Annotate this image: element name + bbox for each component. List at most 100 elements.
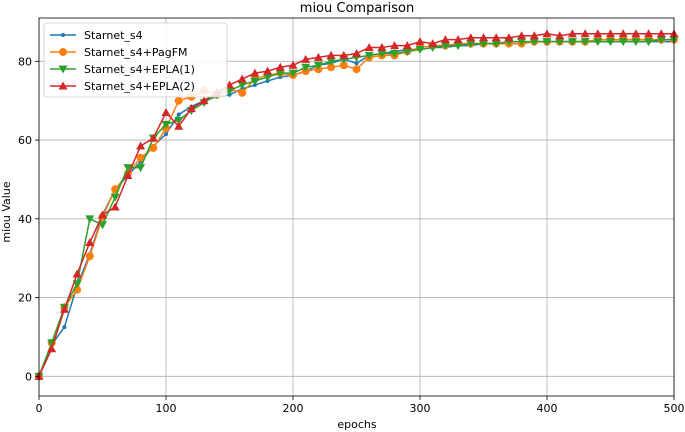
chart-title: miou Comparison (300, 1, 414, 16)
data-point (85, 237, 95, 246)
data-point (326, 50, 336, 59)
legend-label: Starnet_s4+EPLA(1) (84, 63, 195, 76)
y-tick-label: 0 (25, 370, 32, 383)
data-point (555, 38, 565, 47)
data-point (110, 202, 120, 211)
series-4 (34, 29, 679, 380)
x-axis-label: epochs (337, 418, 376, 431)
data-point (390, 41, 400, 50)
data-point (580, 38, 590, 47)
data-point (176, 112, 181, 117)
data-point (250, 77, 260, 86)
data-point (288, 69, 298, 78)
data-point (59, 304, 69, 313)
data-point (174, 116, 184, 125)
data-point (504, 33, 514, 42)
data-point (593, 29, 603, 38)
data-point (352, 48, 361, 57)
data-point (339, 50, 349, 59)
data-point (72, 269, 82, 278)
legend-label: Starnet_s4+EPLA(2) (84, 80, 195, 93)
data-point (174, 96, 183, 105)
data-point (593, 38, 603, 47)
data-point (656, 29, 666, 38)
data-point (644, 38, 654, 47)
data-point (149, 143, 158, 152)
data-point (377, 43, 387, 52)
data-point (98, 210, 107, 219)
x-tick-label: 500 (664, 402, 685, 415)
data-point (542, 29, 552, 38)
data-point (580, 29, 590, 38)
y-tick-label: 20 (18, 292, 32, 305)
data-point (402, 41, 412, 50)
data-point (164, 132, 168, 137)
data-point (631, 38, 641, 47)
data-point (517, 31, 527, 40)
data-point (186, 104, 196, 113)
data-point (428, 39, 438, 48)
y-axis-ticks: 0 20 40 60 80 (18, 55, 39, 383)
data-point (339, 61, 348, 70)
data-point (440, 42, 450, 51)
data-point (47, 344, 57, 353)
data-point (98, 221, 107, 230)
legend-item: Starnet_s4+PagFM (50, 46, 188, 59)
data-point (326, 57, 336, 66)
data-point (237, 74, 247, 83)
data-point (618, 38, 628, 47)
legend-label: Starnet_s4+PagFM (84, 46, 188, 59)
data-point (517, 38, 527, 47)
x-tick-label: 200 (283, 402, 304, 415)
data-point (238, 88, 247, 97)
data-point (354, 61, 359, 66)
legend-marker (58, 81, 68, 90)
data-point (555, 31, 565, 40)
legend-marker (58, 65, 68, 74)
legend-label: Starnet_s4 (84, 29, 143, 42)
data-point (288, 60, 298, 69)
data-point (85, 252, 94, 261)
data-point (161, 108, 171, 116)
data-point (631, 29, 641, 38)
data-point (352, 65, 361, 74)
legend-item: Starnet_s4+EPLA(1) (50, 63, 195, 76)
data-point (567, 38, 577, 47)
plot-frame (38, 17, 675, 397)
data-point (301, 54, 311, 63)
data-point (415, 37, 425, 46)
data-point (453, 35, 463, 44)
x-axis-ticks: 0 100 200 300 400 500 (36, 396, 685, 415)
data-point (440, 35, 450, 44)
data-point (85, 215, 95, 224)
data-point (529, 38, 539, 47)
x-tick-label: 300 (410, 402, 431, 415)
data-point (402, 47, 412, 56)
y-tick-label: 40 (18, 213, 32, 226)
data-point (313, 61, 323, 70)
data-point (529, 31, 539, 40)
x-tick-label: 0 (36, 402, 43, 415)
legend-marker (61, 33, 65, 37)
legend-box (43, 22, 228, 98)
x-tick-label: 100 (156, 402, 177, 415)
data-point (148, 133, 158, 142)
data-point (491, 33, 501, 42)
data-point (479, 40, 488, 49)
data-point (364, 51, 374, 60)
data-point (275, 62, 285, 71)
data-point (644, 29, 654, 38)
data-point (327, 63, 336, 72)
data-point (161, 120, 171, 129)
data-point (136, 141, 146, 150)
data-point (136, 153, 145, 162)
data-point (466, 33, 476, 42)
legend-item: Starnet_s4+EPLA(2) (50, 80, 195, 93)
data-point (377, 49, 387, 58)
data-point (123, 171, 133, 179)
data-point (263, 66, 273, 75)
y-tick-label: 80 (18, 55, 32, 68)
data-point (62, 325, 67, 330)
legend-item: Starnet_s4 (50, 29, 143, 42)
